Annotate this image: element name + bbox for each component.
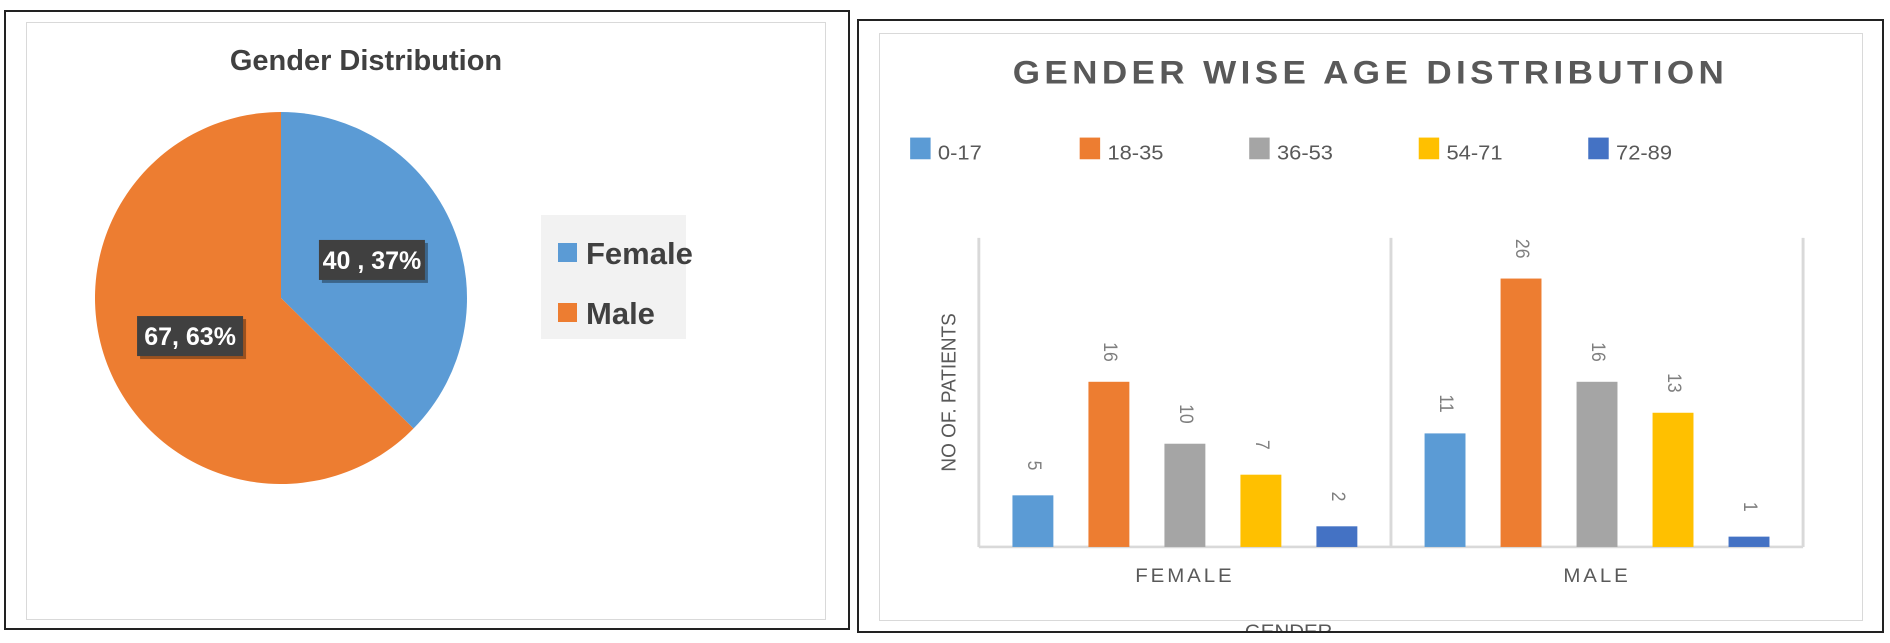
pie-label-box: [318, 239, 425, 280]
bar-male-0-17: [1424, 433, 1466, 547]
bar-chart-frame: [879, 33, 1863, 621]
legend-label-0-17: 0-17: [938, 142, 982, 164]
legend-swatch-18-35: [1079, 137, 1101, 160]
bar-female-36-53: [1164, 443, 1206, 547]
bar-female-54-71: [1240, 474, 1282, 547]
gender-distribution-panel: Gender Distribution 40 , 37% 67, 63% Fema…: [4, 10, 850, 630]
x-tick-label-male: MALE: [1563, 566, 1630, 587]
pie-chart-title: Gender Distribution: [230, 45, 502, 77]
legend-swatch-male: [558, 303, 577, 322]
pie-label-box: [137, 316, 244, 357]
data-label-female-18-35: 16: [1100, 342, 1122, 362]
pie-data-label-male: 67, 63%: [144, 323, 236, 351]
legend-swatch-72-89: [1588, 137, 1609, 160]
x-axis-title: GENDER: [1245, 621, 1332, 631]
bar-male-18-35: [1500, 278, 1542, 547]
age-distribution-panel: GENDER WISE AGE DISTRIBUTION 0-17 18-35 36…: [857, 19, 1884, 633]
data-label-male-0-17: 11: [1436, 394, 1458, 412]
bar-chart-title: GENDER WISE AGE DISTRIBUTION: [1013, 55, 1729, 92]
data-label-female-0-17: 5: [1024, 461, 1046, 471]
data-label-male-36-53: 16: [1588, 342, 1610, 362]
pie-chart-frame: [26, 22, 826, 620]
data-label-male-18-35: 26: [1512, 239, 1534, 259]
data-label-female-54-71: 7: [1252, 440, 1274, 450]
legend-swatch-0-17: [910, 137, 931, 160]
legend-label-36-53: 36-53: [1277, 142, 1333, 164]
legend-label-18-35: 18-35: [1107, 142, 1163, 164]
legend-swatch-female: [558, 243, 577, 262]
data-label-male-72-89: 1: [1740, 502, 1762, 512]
legend-label-female: Female: [586, 236, 693, 271]
legend-label-72-89: 72-89: [1616, 142, 1672, 164]
bar-male-72-89: [1728, 536, 1770, 547]
bar-female-18-35: [1088, 381, 1130, 547]
legend-swatch-54-71: [1418, 137, 1440, 160]
pie-data-label-female: 40 , 37%: [323, 247, 422, 275]
data-label-female-72-89: 2: [1328, 492, 1350, 502]
gender-pie-chart: Gender Distribution 40 , 37% 67, 63% Fema…: [94, 45, 693, 484]
bar-female-0-17: [1012, 495, 1054, 547]
data-label-male-54-71: 13: [1664, 373, 1686, 393]
x-tick-label-female: FEMALE: [1135, 566, 1234, 587]
age-bar-chart: GENDER WISE AGE DISTRIBUTION 0-17 18-35 36…: [910, 55, 1805, 631]
pie-slice-male: [94, 112, 414, 484]
bar-male-36-53: [1576, 381, 1618, 547]
legend-label-male: Male: [586, 296, 655, 331]
data-label-female-36-53: 10: [1176, 404, 1198, 424]
legend-swatch-36-53: [1249, 137, 1270, 160]
bar-male-54-71: [1652, 412, 1694, 547]
bar-female-72-89: [1316, 526, 1358, 547]
legend-label-54-71: 54-71: [1446, 142, 1502, 164]
y-axis-title: NO OF. PATIENTS: [938, 313, 961, 471]
